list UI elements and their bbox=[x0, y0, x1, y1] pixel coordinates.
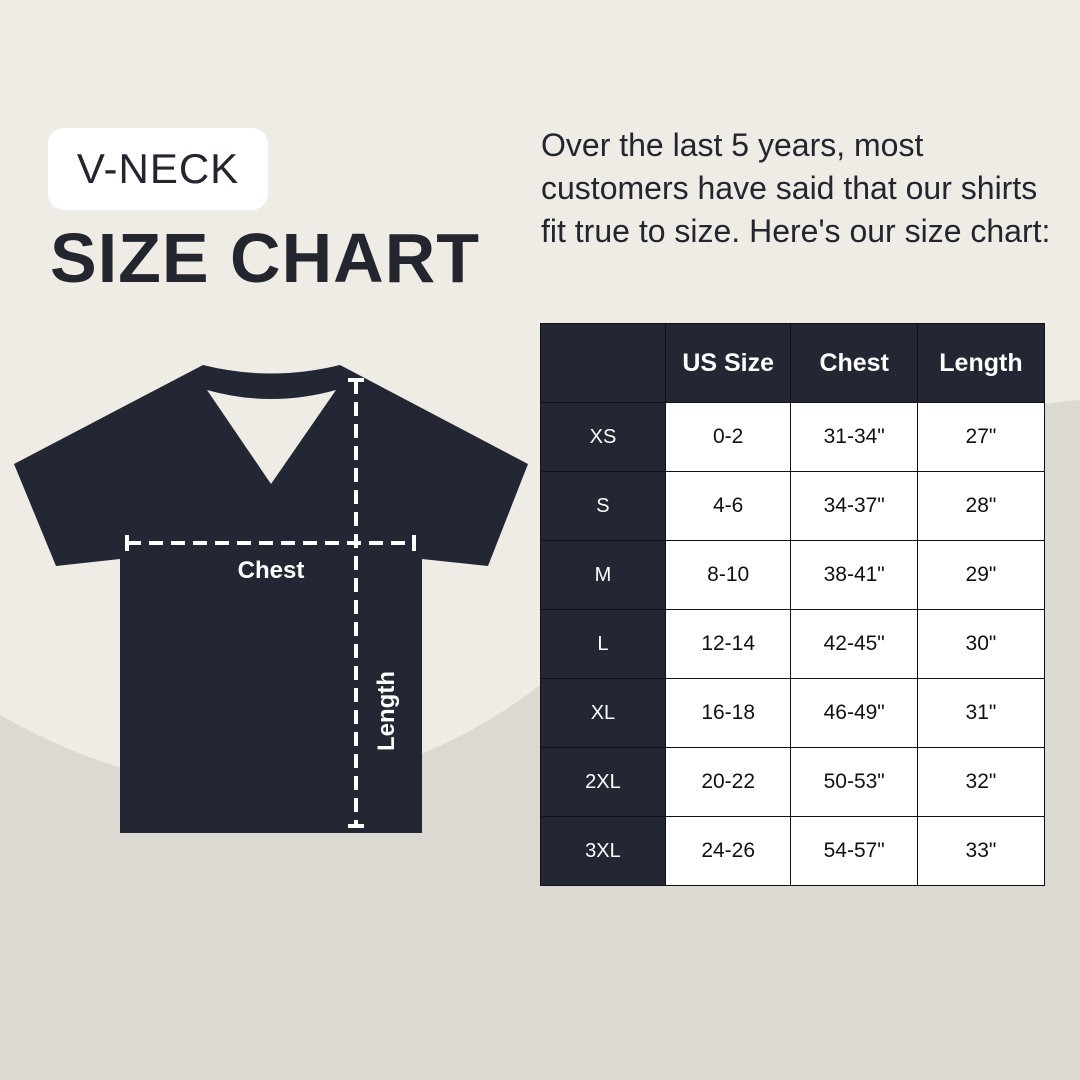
table-header-row: US Size Chest Length bbox=[540, 323, 1046, 403]
table-cell: 34-37" bbox=[790, 471, 918, 541]
table-cell: 27" bbox=[916, 402, 1046, 472]
column-header bbox=[540, 323, 666, 403]
size-label: M bbox=[540, 540, 666, 610]
table-cell: 4-6 bbox=[664, 471, 792, 541]
table-cell: 30" bbox=[916, 609, 1046, 679]
table-cell: 46-49" bbox=[790, 678, 918, 748]
page-title: SIZE CHART bbox=[50, 219, 480, 297]
table-cell: 12-14 bbox=[664, 609, 792, 679]
length-label: Length bbox=[373, 671, 400, 751]
table-cell: 16-18 bbox=[664, 678, 792, 748]
size-label: 2XL bbox=[540, 747, 666, 817]
chest-label: Chest bbox=[238, 557, 305, 584]
style-label: V-NECK bbox=[76, 145, 240, 192]
size-label: 3XL bbox=[540, 816, 666, 886]
size-table: US Size Chest Length XS 0-2 31-34" 27" S 4-6 34-… bbox=[540, 323, 1046, 886]
v-neck-opening bbox=[207, 390, 336, 484]
table-cell: 31" bbox=[916, 678, 1046, 748]
intro-text: Over the last 5 years, most customers ha… bbox=[541, 127, 1051, 249]
table-cell: 33" bbox=[916, 816, 1046, 886]
size-label: XL bbox=[540, 678, 666, 748]
table-cell: 24-26 bbox=[664, 816, 792, 886]
table-row: 3XL 24-26 54-57" 33" bbox=[540, 816, 1046, 886]
table-row: L 12-14 42-45" 30" bbox=[540, 609, 1046, 679]
size-label: L bbox=[540, 609, 666, 679]
shirt-silhouette bbox=[14, 365, 528, 833]
table-cell: 31-34" bbox=[790, 402, 918, 472]
table-cell: 20-22 bbox=[664, 747, 792, 817]
table-row: M 8-10 38-41" 29" bbox=[540, 540, 1046, 610]
table-cell: 54-57" bbox=[790, 816, 918, 886]
shirt-diagram: Chest Length bbox=[14, 365, 528, 833]
table-cell: 32" bbox=[916, 747, 1046, 817]
size-label: XS bbox=[540, 402, 666, 472]
table-row: XS 0-2 31-34" 27" bbox=[540, 402, 1046, 472]
table-cell: 0-2 bbox=[664, 402, 792, 472]
table-cell: 8-10 bbox=[664, 540, 792, 610]
table-row: 2XL 20-22 50-53" 32" bbox=[540, 747, 1046, 817]
table-row: XL 16-18 46-49" 31" bbox=[540, 678, 1046, 748]
column-header: Length bbox=[916, 323, 1046, 403]
column-header: US Size bbox=[664, 323, 792, 403]
size-label: S bbox=[540, 471, 666, 541]
table-cell: 29" bbox=[916, 540, 1046, 610]
table-cell: 42-45" bbox=[790, 609, 918, 679]
style-badge: V-NECK bbox=[48, 128, 268, 210]
table-row: S 4-6 34-37" 28" bbox=[540, 471, 1046, 541]
table-cell: 38-41" bbox=[790, 540, 918, 610]
table-cell: 50-53" bbox=[790, 747, 918, 817]
column-header: Chest bbox=[790, 323, 918, 403]
table-cell: 28" bbox=[916, 471, 1046, 541]
